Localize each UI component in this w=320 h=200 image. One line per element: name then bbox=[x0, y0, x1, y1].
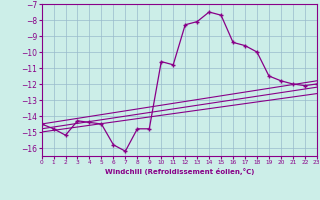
X-axis label: Windchill (Refroidissement éolien,°C): Windchill (Refroidissement éolien,°C) bbox=[105, 168, 254, 175]
